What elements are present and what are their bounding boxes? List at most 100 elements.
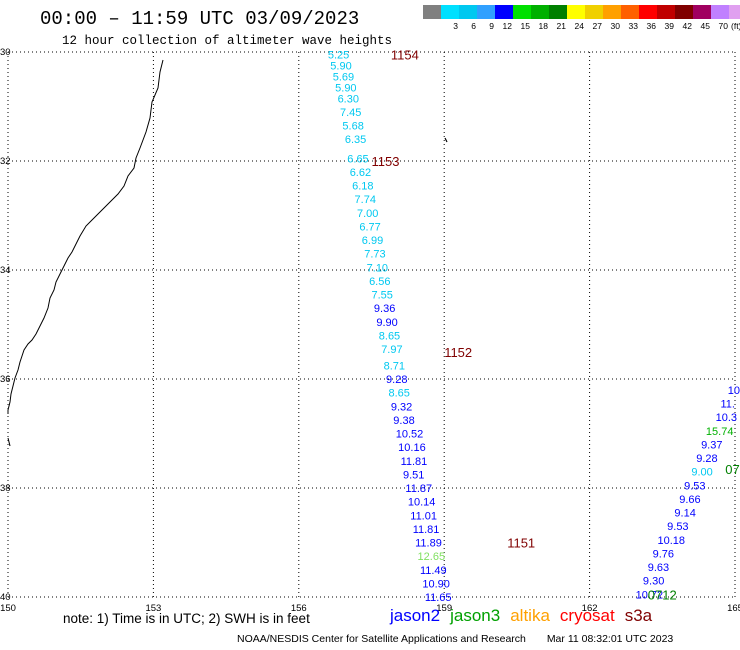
legend-s3a: s3a — [624, 606, 653, 625]
swh-label: 6.30 — [338, 93, 359, 105]
orbit-number: 1151 — [507, 536, 535, 551]
lat-tick-label: 30 — [0, 47, 11, 58]
satellite-legend: jason2 jason3 altika cryosat s3a — [390, 606, 662, 626]
coastline-fragment — [7, 437, 11, 447]
colorbar-swatch — [639, 5, 657, 19]
colorbar-tick: 3 — [453, 21, 458, 31]
swh-label: 7.10 — [367, 262, 388, 274]
colorbar-tick: 27 — [592, 21, 602, 31]
lat-tick-label: 34 — [0, 265, 11, 276]
swh-label: 7.74 — [355, 194, 376, 206]
swh-label: 11. — [720, 399, 734, 411]
colorbar-swatch — [675, 5, 693, 19]
swh-label: 6.65 — [347, 153, 368, 165]
swh-label: 11.81 — [413, 524, 440, 536]
island-mark — [444, 137, 448, 143]
colorbar-swatch — [459, 5, 477, 19]
swh-label: 9.00 — [691, 467, 712, 479]
colorbar-tick: 45 — [700, 21, 710, 31]
legend-cryosat: cryosat — [559, 606, 615, 625]
swh-label: 6.99 — [362, 235, 383, 247]
swh-label: 10.72 — [636, 589, 664, 601]
legend-jason3: jason3 — [450, 606, 501, 625]
swh-label: 5.90 — [330, 61, 351, 73]
swh-label: 5.90 — [335, 82, 356, 94]
footnote: note: 1) Time is in UTC; 2) SWH is in fe… — [63, 611, 310, 626]
swh-label: 8.65 — [379, 330, 400, 342]
swh-label: 10.3 — [716, 412, 737, 424]
colorbar-tick: 33 — [628, 21, 638, 31]
swh-label: 9.28 — [696, 453, 717, 465]
colorbar-swatch — [495, 5, 513, 19]
swh-label: 6.35 — [345, 134, 366, 146]
colorbar-swatch — [603, 5, 621, 19]
colorbar-unit: (ft) — [731, 21, 740, 31]
swh-label: 10.90 — [422, 578, 450, 590]
swh-label: 11.81 — [401, 456, 428, 468]
swh-label: 9.38 — [393, 415, 414, 427]
credit-text: NOAA/NESDIS Center for Satellite Applica… — [237, 633, 526, 645]
legend-altika: altika — [510, 606, 550, 625]
colorbar-swatch — [513, 5, 531, 19]
swh-label: 11.87 — [405, 483, 432, 495]
lon-tick-label: 159 — [436, 603, 452, 614]
lon-tick-label: 156 — [291, 603, 307, 614]
swh-label: 7.55 — [372, 290, 393, 302]
timestamp-text: Mar 11 08:32:01 UTC 2023 — [546, 633, 674, 645]
colorbar-tick: 36 — [646, 21, 656, 31]
orbit-number: 0712 — [648, 587, 677, 602]
swh-label: 6.62 — [350, 167, 371, 179]
swh-label: 5.69 — [333, 72, 354, 84]
lon-tick-label: 150 — [0, 603, 16, 614]
swh-label: 10 — [728, 385, 740, 397]
swh-label: 10.18 — [657, 535, 685, 547]
colorbar — [423, 5, 740, 19]
swh-label: 9.63 — [648, 562, 669, 574]
swh-label: 9.90 — [376, 317, 397, 329]
lon-tick-label: 162 — [582, 603, 598, 614]
lon-tick-label: 153 — [145, 603, 161, 614]
swh-label: 15.74 — [706, 426, 734, 438]
colorbar-swatch — [693, 5, 711, 19]
swh-label: 7.97 — [381, 344, 402, 356]
colorbar-swatch — [621, 5, 639, 19]
swh-label: 9.36 — [374, 303, 395, 315]
swh-label: 5.68 — [342, 121, 363, 133]
swh-label: 9.51 — [403, 469, 424, 481]
page-title: 00:00 – 11:59 UTC 03/09/2023 — [40, 8, 360, 30]
swh-label: 9.66 — [679, 494, 700, 506]
swh-label: 9.53 — [684, 480, 705, 492]
lat-tick-label: 32 — [0, 156, 11, 167]
colorbar-swatch — [729, 5, 740, 19]
swh-label: 11.01 — [410, 510, 437, 522]
orbit-number: 07 — [725, 462, 739, 477]
swh-label: 9.76 — [653, 548, 674, 560]
colorbar-swatch — [567, 5, 585, 19]
colorbar-tick: 21 — [556, 21, 566, 31]
orbit-number: 1152 — [444, 345, 472, 360]
swh-label: 5.25 — [328, 50, 349, 62]
colorbar-tick: 18 — [538, 21, 548, 31]
colorbar-swatch — [585, 5, 603, 19]
lon-tick-label: 165 — [727, 603, 740, 614]
colorbar-tick: 9 — [489, 21, 494, 31]
footer: NOAA/NESDIS Center for Satellite Applica… — [237, 633, 673, 645]
colorbar-swatch — [441, 5, 459, 19]
page-subtitle: 12 hour collection of altimeter wave hei… — [62, 34, 393, 48]
lat-tick-label: 38 — [0, 483, 11, 494]
swh-label: 6.18 — [352, 181, 373, 193]
swh-label: 6.56 — [369, 276, 390, 288]
lat-tick-label: 36 — [0, 374, 11, 385]
orbit-number: 1153 — [372, 154, 400, 169]
swh-label: 6.77 — [359, 221, 380, 233]
colorbar-swatch — [423, 5, 441, 19]
coastline — [7, 59, 164, 414]
colorbar-tick-spacer — [423, 21, 441, 31]
swh-label: 9.53 — [667, 521, 688, 533]
swh-label: 10.16 — [398, 442, 426, 454]
colorbar-swatch — [477, 5, 495, 19]
colorbar-tick: 12 — [502, 21, 512, 31]
lat-tick-label: 40 — [0, 592, 11, 603]
